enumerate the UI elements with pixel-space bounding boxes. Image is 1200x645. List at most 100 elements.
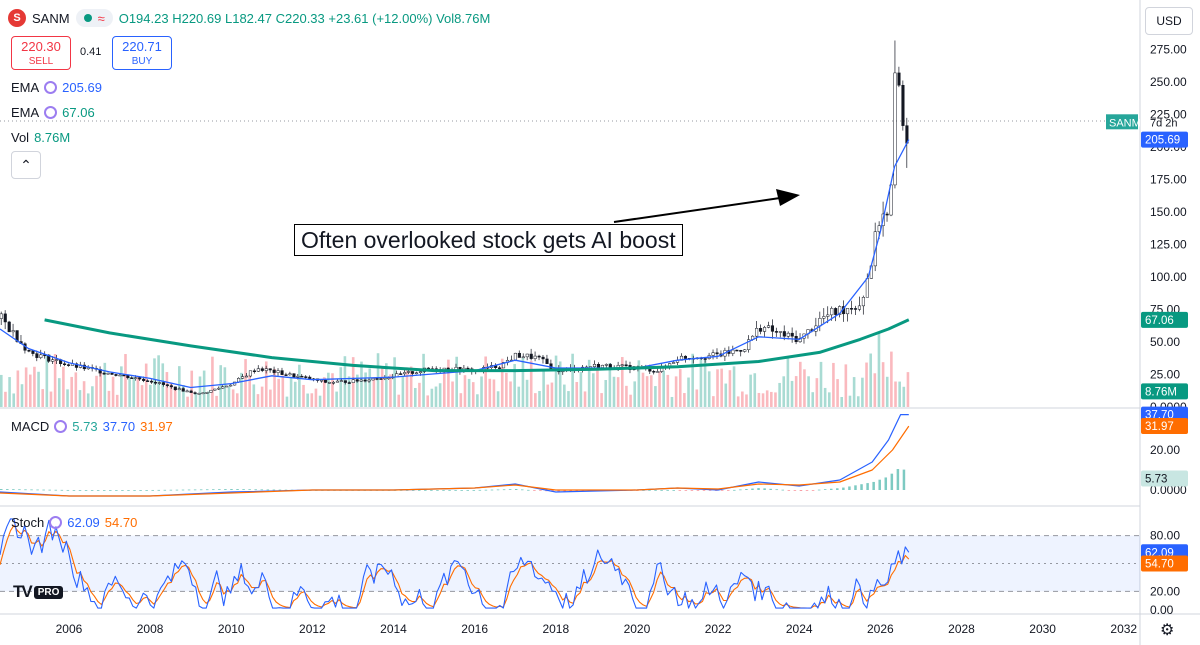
candle-body [778, 331, 782, 333]
macd-histogram-bar [684, 490, 688, 491]
volume-bar [881, 362, 885, 407]
candle-body [3, 313, 7, 323]
macd-hist-price-tag-bg [1141, 470, 1188, 487]
volume-bar [12, 393, 16, 407]
macd-histogram-bar [418, 490, 421, 491]
candle-body [296, 375, 300, 378]
ticker-symbol[interactable]: SANM [32, 10, 70, 26]
macd-histogram-bar [430, 490, 433, 491]
volume-bar [757, 392, 761, 407]
market-status-pill[interactable]: ≈ [75, 9, 113, 27]
macd-histogram-bar [121, 490, 124, 491]
macd-histogram-bar [133, 490, 136, 491]
volume-bar [629, 394, 632, 407]
volume-bar [124, 354, 127, 407]
candle-body [759, 328, 763, 332]
candle-body [47, 354, 51, 362]
volume-bar [480, 376, 483, 407]
volume-bar [248, 374, 251, 407]
volume-bar [356, 374, 359, 407]
candle-body [288, 373, 292, 376]
macd-histogram-bar [860, 484, 863, 490]
buy-price: 220.71 [122, 39, 162, 54]
candle-body [240, 376, 245, 379]
volume-bar [517, 386, 521, 407]
candle-body [7, 321, 11, 333]
volume-bar [161, 363, 165, 407]
buy-button[interactable]: 220.71 BUY [112, 36, 172, 70]
volume-bar [376, 353, 380, 407]
macd-histogram-bar [187, 489, 191, 491]
candle-body [755, 328, 759, 337]
candle-body [414, 372, 419, 375]
candle-body [826, 314, 830, 317]
candle-body [213, 388, 217, 391]
volume-bar [256, 394, 260, 407]
volume-bar [426, 395, 430, 407]
volume-bar [111, 376, 115, 407]
volume-bar [62, 366, 65, 407]
macd-histogram-bar [496, 489, 500, 491]
ema-fast-legend[interactable]: EMA 205.69 [11, 80, 102, 95]
volume-bar [471, 382, 475, 407]
ema-fast-price-tag: 205.69 [1145, 135, 1180, 147]
volume-bar [269, 389, 272, 407]
candle-body [51, 359, 55, 362]
price-tick-label: 225.00 [1150, 108, 1187, 122]
macd-legend[interactable]: MACD 5.73 37.70 31.97 [11, 419, 173, 434]
ema-slow-label: EMA [11, 105, 40, 120]
volume-bar [592, 373, 595, 407]
ema-slow-legend[interactable]: EMA 67.06 [11, 105, 95, 120]
volume-bar [583, 391, 587, 407]
candle-body [838, 306, 842, 315]
macd-histogram-bar [72, 490, 76, 491]
ema-fast-value: 205.69 [62, 80, 102, 95]
volume-bar [463, 375, 467, 407]
candle-body [106, 372, 110, 375]
volume-bar [405, 367, 409, 407]
macd-histogram-bar [163, 489, 167, 491]
volume-bar [674, 376, 678, 407]
x-tick-label: 2022 [705, 622, 732, 636]
candle-body [320, 379, 324, 382]
macd-histogram-bar [569, 490, 572, 492]
x-tick-label: 2018 [542, 622, 569, 636]
macd-histogram-bar [109, 490, 112, 491]
collapse-legend-button[interactable]: ⌃ [11, 151, 41, 179]
candle-body [865, 278, 869, 298]
volume-bar [82, 381, 86, 407]
candle-body [138, 377, 142, 380]
stoch-legend[interactable]: Stoch 62.09 54.70 [11, 515, 137, 530]
currency-select[interactable]: USD [1145, 7, 1193, 35]
macd-histogram-bar [805, 490, 809, 491]
candle-body [683, 355, 688, 359]
volume-bar [732, 366, 736, 407]
macd-histogram-bar [660, 490, 663, 491]
candle-body [407, 371, 411, 373]
volume-bar [322, 377, 326, 407]
volume-legend[interactable]: Vol 8.76M [11, 130, 70, 145]
x-tick-label: 2006 [56, 622, 83, 636]
price-tick-label: 250.00 [1150, 75, 1187, 89]
volume-bar [409, 366, 413, 407]
candle-body [252, 370, 256, 373]
candle-body [596, 364, 600, 368]
indicator-loading-icon [44, 81, 58, 94]
volume-bar [712, 396, 715, 407]
candle-body [624, 364, 628, 366]
gear-icon[interactable]: ⚙ [1160, 622, 1175, 639]
macd-histogram-bar [405, 490, 409, 491]
macd-histogram-bar [24, 489, 27, 491]
candle-body [146, 380, 150, 382]
macd-histogram-bar [854, 485, 857, 490]
tradingview-logo[interactable]: TV PRO [13, 582, 64, 602]
candle-body [747, 339, 751, 350]
sell-button[interactable]: 220.30 SELL [11, 36, 71, 70]
volume-bar [873, 373, 877, 407]
annotation-callout[interactable]: Often overlooked stock gets AI boost [294, 224, 683, 256]
x-tick-label: 2024 [786, 622, 813, 636]
candle-body [39, 354, 43, 358]
volume-bar [865, 362, 868, 407]
volume-bar [687, 377, 690, 407]
volume-bar [95, 375, 98, 407]
